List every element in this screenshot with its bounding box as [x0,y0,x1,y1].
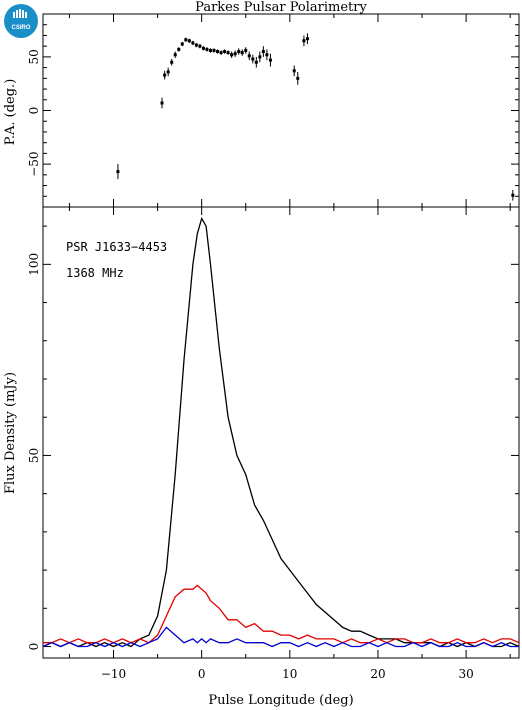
flux-xtick-label: 10 [282,667,297,681]
pa-point [184,38,188,42]
csiro-logo-text: CSIRO [11,25,30,31]
pa-point [173,53,177,57]
pa-point [247,54,251,58]
pa-ytick-label: 0 [27,107,41,115]
freq-annotation: 1368 MHz [66,266,124,280]
pa-ytick-label: −50 [27,151,41,176]
pa-point [177,47,181,51]
pa-point [201,46,205,50]
flux-xtick-label: 30 [458,667,473,681]
pa-ytick-label: 50 [27,49,41,64]
pa-point [160,101,164,105]
flux-xtick-label: −10 [101,667,126,681]
pa-point [166,70,170,74]
psr-annotation: PSR J1633−4453 [66,240,167,254]
pa-point [268,58,272,62]
pa-point [233,52,237,56]
pa-axis: −50 0 50 [27,13,519,208]
flux-lines [42,216,520,648]
pa-point [265,53,269,57]
pa-point [116,170,120,174]
pa-point [187,39,191,43]
pa-point [208,48,212,52]
flux-axis: 0 50 100 −10 0 10 20 30 [27,207,519,681]
pa-point [305,37,309,41]
pa-point [219,51,223,55]
pa-point [302,39,306,43]
pa-point [254,60,258,64]
pa-points [116,33,515,201]
pa-point [198,44,202,48]
flux-series-1 [43,584,520,644]
pa-point [230,53,234,57]
flux-xtick-label: 0 [198,667,206,681]
pa-point [261,50,265,54]
flux-series-2 [42,626,519,648]
pa-point [170,60,174,64]
pa-point [194,43,198,47]
flux-ylabel: Flux Density (mJy) [3,372,18,494]
flux-xtick-label: 20 [370,667,385,681]
flux-panel-frame [42,206,520,659]
flux-series-0 [42,216,520,648]
csiro-logo: CSIRO [4,4,38,38]
xlabel: Pulse Longitude (deg) [208,693,353,708]
flux-ytick-label: 50 [27,448,41,463]
pa-point [237,50,241,54]
pa-point [216,50,220,54]
flux-ytick-label: 100 [27,253,41,276]
pa-point [240,51,244,55]
pa-point [511,193,515,197]
pa-point [163,73,167,77]
pa-point [258,55,262,59]
pa-ylabel: P.A. (deg.) [3,79,18,146]
pa-point [244,48,248,52]
pa-point [223,50,227,54]
pa-point [180,42,184,46]
flux-ytick-label: 0 [27,643,41,651]
pa-point [251,57,255,61]
pa-point [191,41,195,45]
chart-title: Parkes Pulsar Polarimetry [195,0,367,15]
pa-point [212,48,216,52]
pa-point [292,69,296,73]
pa-point [296,76,300,80]
pa-panel-frame [42,13,520,208]
pa-point [226,51,230,55]
pa-point [205,47,209,51]
